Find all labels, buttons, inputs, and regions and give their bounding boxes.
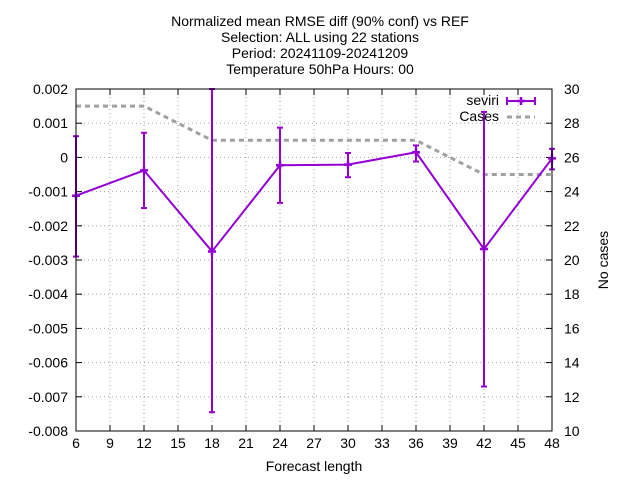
series-line-cases	[76, 104, 552, 176]
data-point-seviri	[480, 245, 488, 254]
x-tick-label: 21	[238, 435, 254, 451]
x-tick-label: 15	[170, 435, 186, 451]
y-tick-label: 0.002	[33, 81, 68, 97]
y-tick-label: 0.001	[33, 115, 68, 131]
y2-tick-label: 30	[564, 81, 580, 97]
series-line-seviri	[75, 151, 553, 254]
x-tick-label: 30	[340, 435, 356, 451]
y2-tick-label: 16	[564, 320, 580, 336]
axis-ticks: 6 9 12 15 18 21 24 27 30 33 36 39 42 45 48 0.002 0.001 0 -…	[28, 81, 579, 451]
y2-tick-label: 10	[564, 423, 580, 439]
y2-tick-label: 12	[564, 389, 580, 405]
title-line-2: Selection: ALL using 22 stations	[221, 29, 419, 45]
data-point-seviri	[140, 166, 148, 175]
y2-tick-label: 20	[564, 252, 580, 268]
y-tick-label: -0.007	[28, 389, 68, 405]
legend-label-cases: Cases	[459, 108, 499, 124]
x-tick-label: 39	[442, 435, 458, 451]
x-tick-label: 27	[306, 435, 322, 451]
x-tick-label: 12	[136, 435, 152, 451]
y2-tick-label: 24	[564, 184, 580, 200]
x-tick-label: 36	[408, 435, 424, 451]
data-point-seviri	[208, 247, 216, 256]
y2-tick-label: 28	[564, 115, 580, 131]
x-axis-label: Forecast length	[266, 458, 363, 474]
x-tick-label: 42	[476, 435, 492, 451]
y-tick-label: 0	[60, 149, 68, 165]
legend-marker-seviri	[517, 97, 525, 105]
plot-border	[75, 88, 553, 432]
chart-title: Normalized mean RMSE diff (90% conf) vs …	[171, 13, 469, 77]
y-tick-label: -0.001	[28, 184, 68, 200]
legend-label-seviri: seviri	[466, 92, 499, 108]
y2-tick-label: 26	[564, 149, 580, 165]
y-tick-label: -0.005	[28, 320, 68, 336]
data-point-seviri	[412, 148, 420, 157]
x-tick-label: 9	[106, 435, 114, 451]
y-tick-label: -0.002	[28, 218, 68, 234]
title-line-1: Normalized mean RMSE diff (90% conf) vs …	[171, 13, 469, 29]
y2-tick-label: 22	[564, 218, 580, 234]
x-tick-label: 48	[544, 435, 560, 451]
y2-tick-label: 18	[564, 286, 580, 302]
x-tick-label: 33	[374, 435, 390, 451]
title-line-3: Period: 20241109-20241209	[232, 45, 409, 61]
y-tick-label: -0.008	[28, 423, 68, 439]
x-tick-label: 18	[204, 435, 220, 451]
y-tick-label: -0.003	[28, 252, 68, 268]
y2-tick-label: 14	[564, 355, 580, 371]
x-tick-label: 45	[510, 435, 526, 451]
x-tick-label: 24	[272, 435, 288, 451]
x-tick-label: 6	[72, 435, 80, 451]
title-line-4: Temperature 50hPa Hours: 00	[226, 61, 414, 77]
y-tick-label: -0.006	[28, 355, 68, 371]
data-point-seviri	[344, 160, 352, 169]
y-tick-label: -0.004	[28, 286, 68, 302]
data-point-seviri	[276, 161, 284, 170]
y2-axis-label: No cases	[595, 231, 611, 289]
